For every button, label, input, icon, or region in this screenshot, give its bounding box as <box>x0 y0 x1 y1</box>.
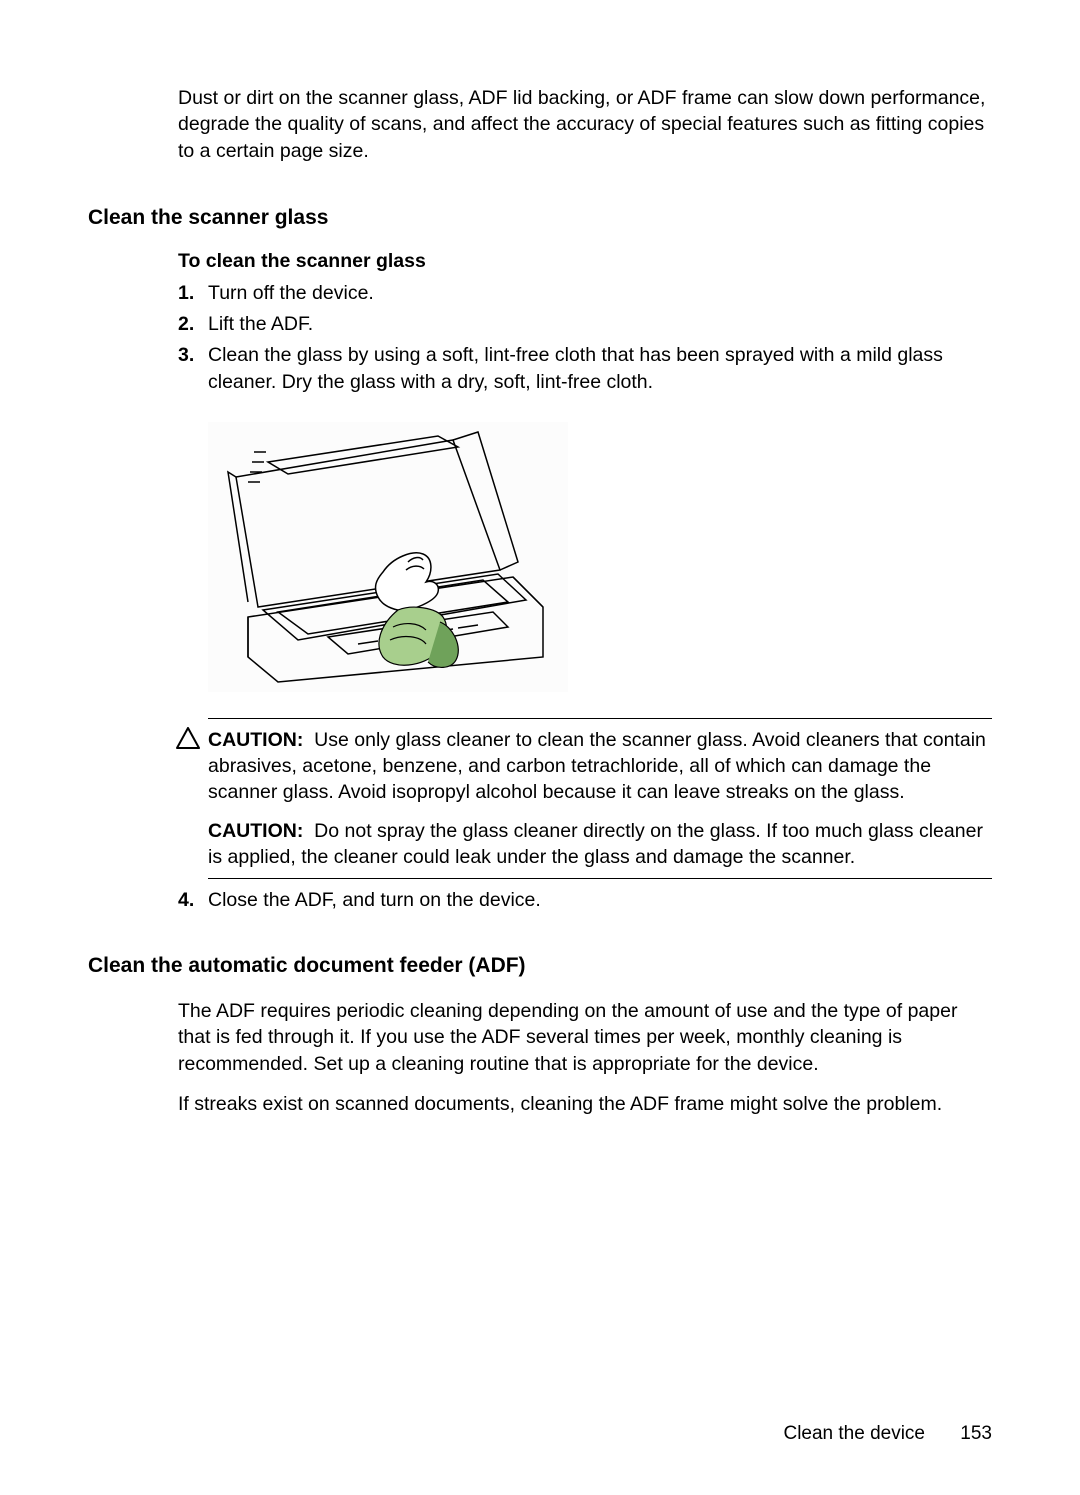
adf-paragraph-2: If streaks exist on scanned documents, c… <box>178 1091 992 1117</box>
page-content: Dust or dirt on the scanner glass, ADF l… <box>0 0 1080 1117</box>
adf-paragraph-1: The ADF requires periodic cleaning depen… <box>178 998 992 1077</box>
footer-page-number: 153 <box>960 1423 992 1444</box>
page-footer: Clean the device 153 <box>783 1423 992 1445</box>
step-text: Turn off the device. <box>208 280 992 307</box>
step-text: Lift the ADF. <box>208 311 992 338</box>
caution-box: CAUTION: Use only glass cleaner to clean… <box>208 718 992 880</box>
step-number: 2. <box>178 311 208 338</box>
step-1: 1. Turn off the device. <box>178 280 992 307</box>
subhead-to-clean: To clean the scanner glass <box>178 250 992 273</box>
steps-list-continued: 4. Close the ADF, and turn on the device… <box>178 887 992 914</box>
caution-triangle-icon <box>176 727 200 754</box>
heading-clean-scanner-glass: Clean the scanner glass <box>88 206 992 230</box>
caution-paragraph-2: CAUTION: Do not spray the glass cleaner … <box>208 818 992 871</box>
scanner-cleaning-figure <box>208 422 568 692</box>
step-text: Close the ADF, and turn on the device. <box>208 887 992 914</box>
step-number: 1. <box>178 280 208 307</box>
printer-illustration-icon <box>208 422 568 692</box>
step-3: 3. Clean the glass by using a soft, lint… <box>178 342 992 396</box>
step-text: Clean the glass by using a soft, lint-fr… <box>208 342 992 396</box>
step-2: 2. Lift the ADF. <box>178 311 992 338</box>
footer-section-name: Clean the device <box>783 1423 925 1444</box>
section-clean-adf: Clean the automatic document feeder (ADF… <box>88 954 992 1117</box>
caution-text: Do not spray the glass cleaner directly … <box>208 820 983 868</box>
caution-text: Use only glass cleaner to clean the scan… <box>208 729 986 804</box>
caution-label: CAUTION: <box>208 729 303 751</box>
step-number: 3. <box>178 342 208 396</box>
heading-clean-adf: Clean the automatic document feeder (ADF… <box>88 954 992 978</box>
steps-list: 1. Turn off the device. 2. Lift the ADF.… <box>178 280 992 396</box>
caution-label: CAUTION: <box>208 820 303 842</box>
step-4: 4. Close the ADF, and turn on the device… <box>178 887 992 914</box>
step-number: 4. <box>178 887 208 914</box>
intro-paragraph: Dust or dirt on the scanner glass, ADF l… <box>178 85 992 164</box>
caution-paragraph-1: CAUTION: Use only glass cleaner to clean… <box>208 727 992 806</box>
